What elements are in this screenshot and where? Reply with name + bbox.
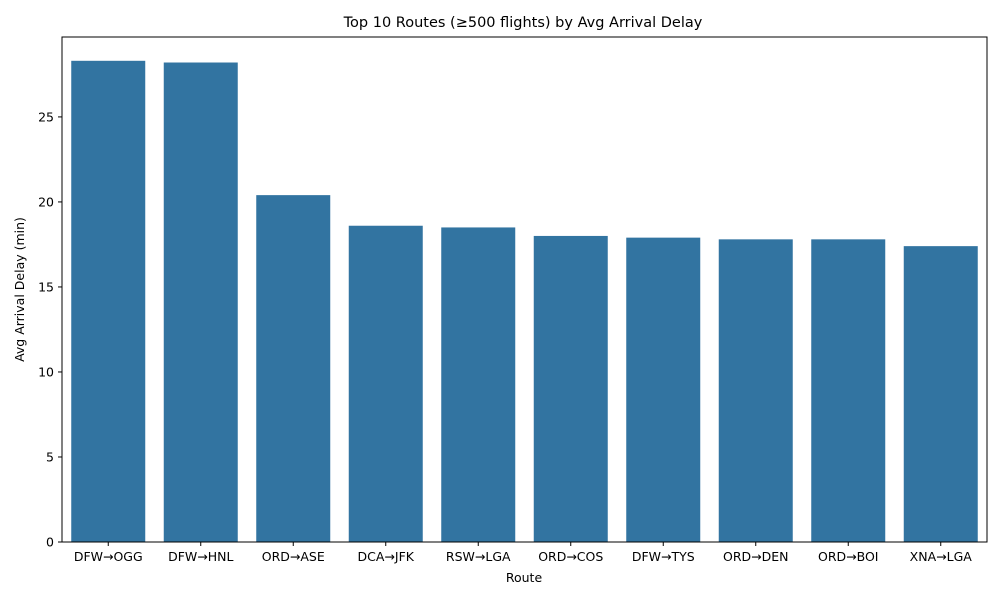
y-tick-label: 15 xyxy=(38,279,54,294)
y-tick-label: 10 xyxy=(38,364,54,379)
x-tick-label: ORD→ASE xyxy=(262,549,325,564)
bar-1 xyxy=(163,62,238,542)
x-axis-label: Route xyxy=(506,570,543,585)
x-tick-label: DFW→OGG xyxy=(74,549,143,564)
x-tick-label: DCA→JFK xyxy=(358,549,415,564)
bar-5 xyxy=(533,235,608,542)
plot-frame xyxy=(61,36,988,543)
y-axis-ticks: 0 5 10 15 20 25 xyxy=(38,109,62,550)
bars-layer xyxy=(71,60,978,543)
x-tick-label: RSW→LGA xyxy=(446,549,511,564)
y-tick-label: 0 xyxy=(46,535,54,550)
bar-7 xyxy=(718,239,793,542)
x-tick-label: XNA→LGA xyxy=(910,549,973,564)
x-tick-label: ORD→COS xyxy=(538,549,603,564)
x-tick-label: DFW→TYS xyxy=(632,549,695,564)
x-tick-label: DFW→HNL xyxy=(168,549,233,564)
chart-title: Top 10 Routes (≥500 flights) by Avg Arri… xyxy=(343,15,703,31)
x-axis-ticks: DFW→OGG DFW→HNL ORD→ASE DCA→JFK RSW→LGA ORD→C… xyxy=(74,542,972,564)
y-axis-label: Avg Arrival Delay (min) xyxy=(12,217,27,362)
bar-8 xyxy=(811,239,886,542)
bar-6 xyxy=(626,237,701,542)
x-tick-label: ORD→DEN xyxy=(723,549,789,564)
bar-2 xyxy=(256,195,331,542)
bar-0 xyxy=(71,60,146,543)
y-tick-label: 25 xyxy=(38,109,54,124)
bar-9 xyxy=(903,246,978,542)
bar-3 xyxy=(348,225,423,543)
y-tick-label: 5 xyxy=(46,449,54,464)
bar-4 xyxy=(441,227,516,542)
y-tick-label: 20 xyxy=(38,194,54,209)
x-tick-label: ORD→BOI xyxy=(818,549,879,564)
